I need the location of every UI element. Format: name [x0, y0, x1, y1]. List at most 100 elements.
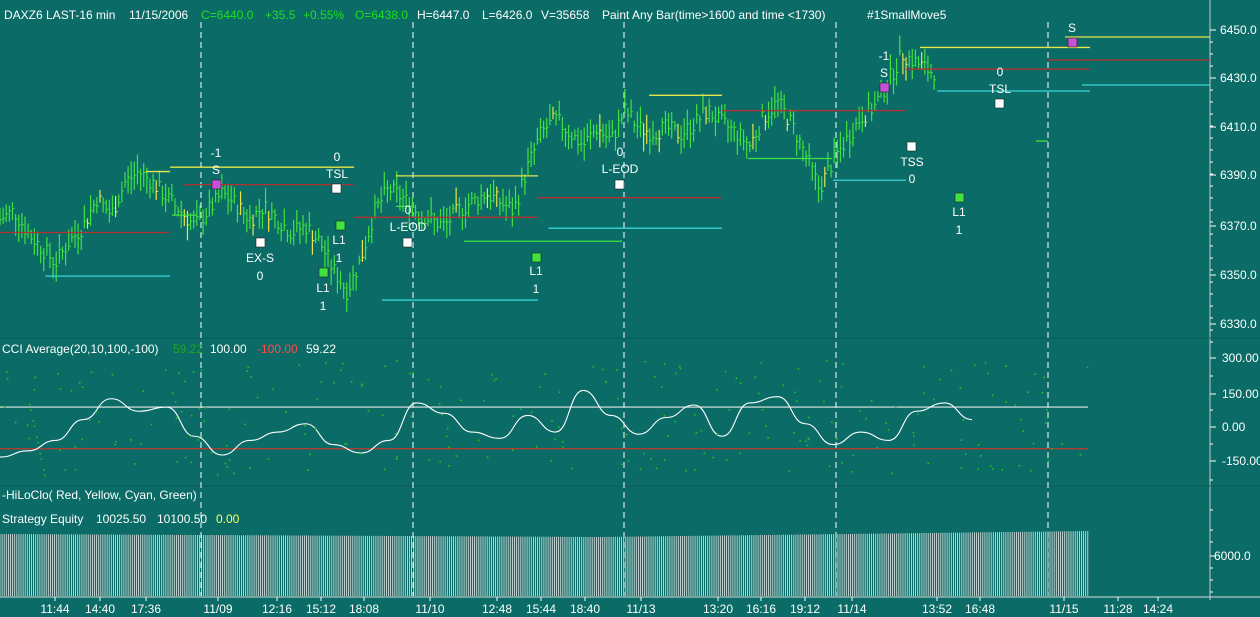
cci-dot	[674, 420, 677, 423]
cci-dot	[316, 398, 319, 401]
cci-dot	[78, 382, 81, 384]
cci-dot	[427, 378, 430, 381]
cci-dot	[639, 468, 642, 470]
cci-dot	[342, 362, 344, 365]
signal-exs: EX-S 0	[246, 237, 274, 283]
cci-dot	[808, 438, 811, 441]
cci-dot	[70, 389, 73, 392]
cci-dot	[394, 432, 397, 435]
cci-dot	[1041, 391, 1044, 394]
time-tick-label: 16:48	[965, 602, 995, 616]
equity-value-3: 0.00	[216, 512, 240, 526]
signal-short1: -1 S	[211, 146, 222, 190]
cci-dot	[795, 400, 798, 403]
cci-dot	[626, 433, 628, 436]
cci-dot	[224, 462, 227, 465]
cci-dot	[1047, 460, 1050, 462]
cci-value-1: 59.22	[173, 342, 203, 356]
cci-dot	[130, 439, 132, 441]
cci-dot	[664, 459, 666, 461]
cci-dot	[3, 405, 6, 408]
cci-dot	[482, 399, 485, 402]
cci-dot	[150, 423, 153, 426]
cci-dot	[233, 472, 235, 475]
cci-dot	[1030, 470, 1032, 472]
cci-dot	[267, 458, 270, 461]
signal-label-top: S	[1068, 21, 1076, 35]
cci-dot	[344, 442, 347, 445]
time-tick-label: 11/10	[415, 602, 444, 616]
cci-dot	[59, 449, 61, 452]
cci-dot	[448, 446, 450, 449]
cci-dot	[412, 372, 415, 374]
cci-header: CCI Average(20,10,100,-100) 59.22 100.00…	[2, 342, 336, 356]
header-volume: V=35658	[541, 8, 590, 22]
signal-marker-icon	[335, 220, 346, 231]
cci-dot	[621, 463, 623, 466]
cci-dot	[678, 365, 681, 368]
cci-dot	[304, 433, 306, 435]
cci-dot	[367, 409, 370, 412]
signal-l1c: L11	[529, 252, 543, 296]
cci-dot	[617, 397, 619, 400]
price-bars	[0, 35, 937, 312]
cci-dot	[285, 411, 287, 413]
cci-value-2: 100.00	[210, 342, 247, 356]
cci-dot	[870, 399, 873, 402]
cci-dot	[592, 366, 595, 368]
cci-dot	[64, 469, 67, 471]
cci-dot	[782, 384, 784, 387]
cci-dot	[984, 361, 987, 364]
cci-dot	[959, 387, 962, 389]
cci-dot	[39, 452, 42, 455]
price-tick-label: 6330.0	[1220, 317, 1257, 331]
cci-dot	[298, 364, 301, 366]
cci-dot	[712, 456, 714, 459]
cci-dot	[654, 376, 656, 378]
cci-dot	[544, 373, 546, 375]
cci-dot	[203, 420, 205, 423]
cci-dot	[840, 385, 843, 388]
cci-dot	[74, 446, 77, 448]
time-tick-label: 13:52	[922, 602, 952, 616]
cci-dot	[887, 428, 890, 431]
cci-dot	[111, 373, 114, 376]
cci-dot	[894, 405, 897, 408]
cci-dot	[114, 443, 116, 446]
cci-dot	[216, 473, 219, 476]
cci-dot	[178, 372, 180, 375]
cci-dot	[256, 396, 259, 399]
cci-dot	[361, 384, 363, 387]
signal-label-top: 0	[997, 65, 1004, 79]
cci-dot	[184, 380, 186, 383]
cci-dot	[739, 382, 742, 384]
cci-dot	[459, 399, 462, 402]
cci-dot	[439, 385, 442, 388]
signal-label-bottom: 0	[257, 269, 264, 283]
cci-dot	[247, 366, 250, 369]
cci-dot	[825, 360, 828, 362]
cci-dot	[32, 420, 35, 422]
cci-dot	[28, 403, 31, 406]
signal-label-bottom: S	[212, 163, 220, 177]
cci-dot	[1022, 430, 1024, 432]
cci-dot	[973, 364, 976, 366]
cci-dot	[758, 392, 760, 395]
cci-dot	[477, 439, 480, 442]
header-date: 11/15/2006	[129, 8, 188, 22]
header-open: O=6438.0	[355, 8, 408, 22]
cci-dot	[1020, 418, 1022, 421]
cci-dot	[804, 440, 807, 443]
cci-dot	[396, 455, 398, 458]
time-tick-label: 17:36	[131, 602, 161, 616]
cci-dot	[88, 419, 91, 421]
cci-dot	[37, 441, 39, 444]
cci-dot	[912, 431, 915, 434]
cci-dot	[95, 410, 98, 413]
cci-dot	[30, 409, 32, 411]
cci-dot	[530, 411, 533, 414]
cci-dot	[340, 369, 342, 372]
cci-dot	[655, 467, 658, 470]
cci-dot	[960, 439, 963, 441]
cci-dot	[807, 437, 810, 439]
